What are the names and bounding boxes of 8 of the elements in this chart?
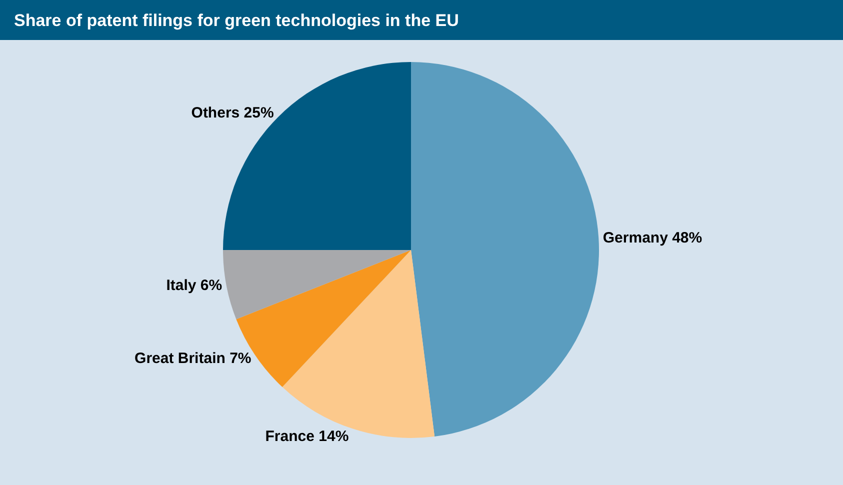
- slice-label: Italy 6%: [166, 277, 222, 294]
- chart-title: Share of patent filings for green technologies in the EU: [14, 10, 459, 30]
- pie-slice: [223, 250, 411, 320]
- slice-label: Great Britain 7%: [134, 350, 252, 367]
- slice-label: France 14%: [265, 428, 349, 445]
- slice-label: Others 25%: [191, 104, 274, 122]
- slice-label: Germany 48%: [602, 230, 702, 247]
- pie-slice: [411, 62, 599, 437]
